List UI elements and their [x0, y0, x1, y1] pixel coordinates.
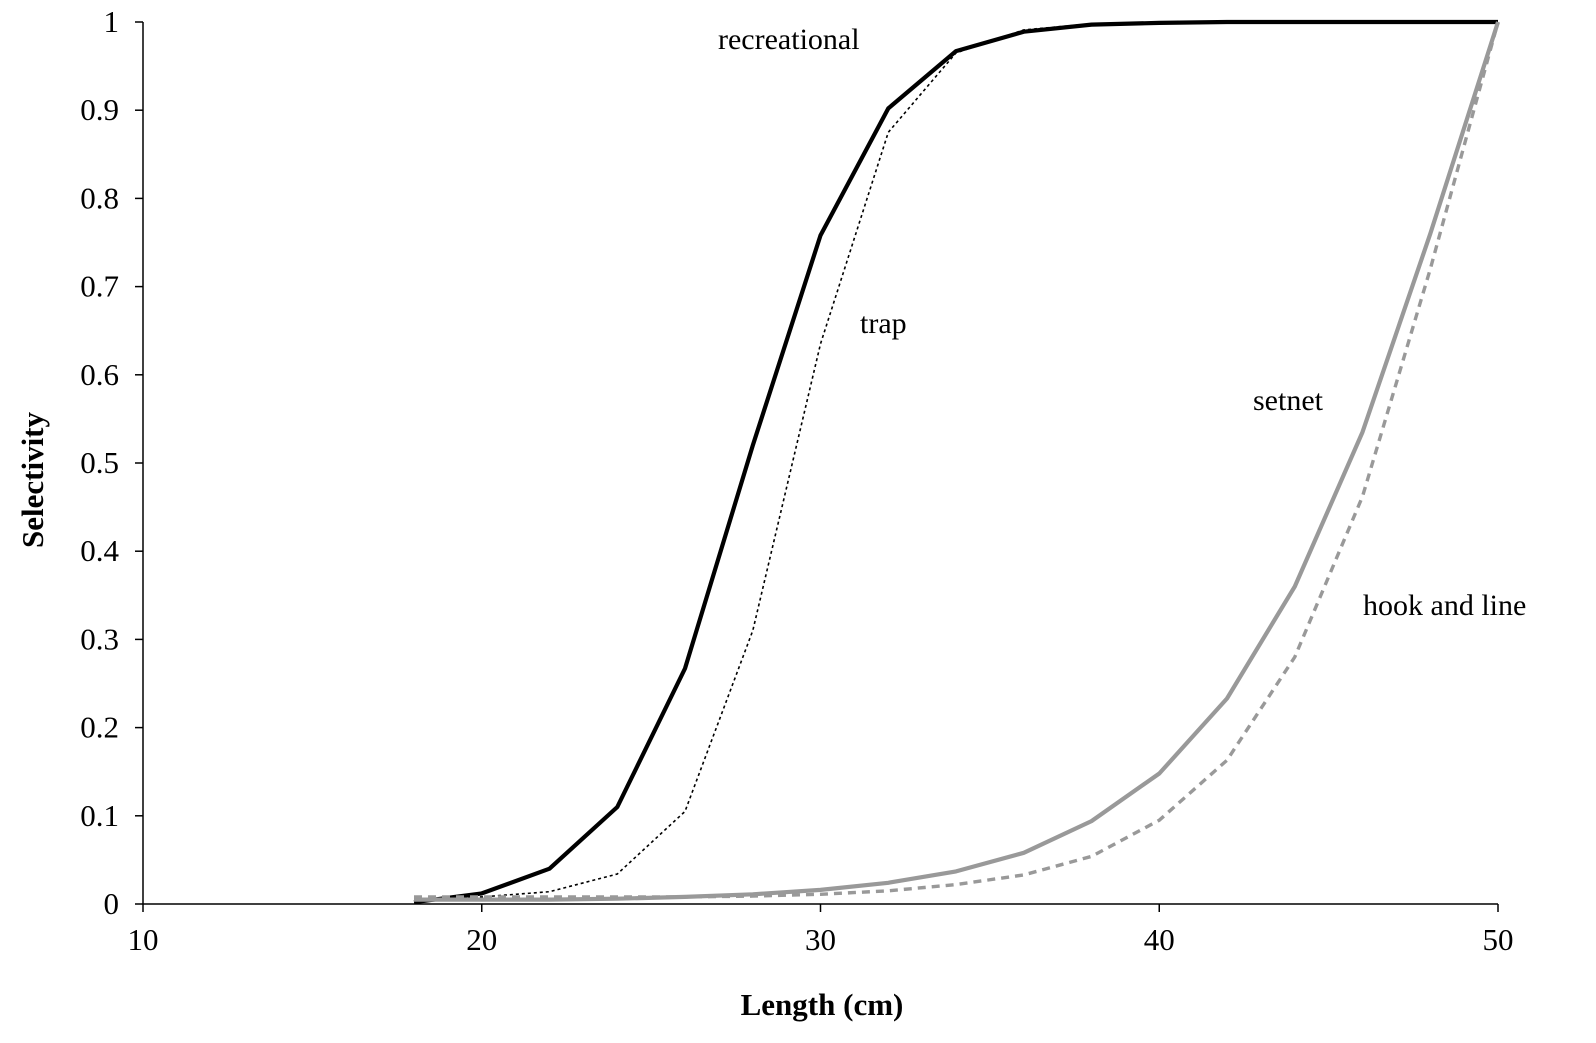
y-tick-label: 0.3: [80, 621, 119, 656]
x-tick-label: 20: [466, 922, 497, 957]
annotation-layer: recreational trap setnet hook and line: [718, 23, 1526, 622]
series-line-setnet: [414, 21, 1501, 902]
label-recreational: recreational: [718, 23, 860, 56]
series-layer: [413, 19, 1501, 905]
label-hook-and-line: hook and line: [1363, 589, 1526, 622]
series-line-recreational: [413, 19, 1498, 905]
x-tick-label: 50: [1483, 922, 1514, 957]
x-tick-label: 40: [1144, 922, 1175, 957]
y-tick-label: 0.1: [80, 798, 119, 833]
series-line-trap: [413, 21, 1498, 901]
y-tick-label: 0.8: [80, 180, 119, 215]
y-tick-label: 0.6: [80, 357, 119, 392]
axes: 0 0.1 0.2 0.3 0.4 0.5 0.6 0.7 0.8 0.9 1 10 20 30 40 50: [80, 4, 1513, 957]
x-tick-label: 30: [805, 922, 836, 957]
y-tick-label: 0: [104, 886, 120, 921]
y-axis-title: Selectivity: [15, 412, 50, 549]
label-setnet: setnet: [1253, 384, 1324, 417]
y-tick-label: 0.5: [80, 445, 119, 480]
x-tick-label: 10: [128, 922, 159, 957]
y-tick-label: 1: [104, 4, 120, 39]
label-trap: trap: [860, 307, 907, 340]
y-tick-label: 0.7: [80, 269, 119, 304]
y-tick-label: 0.4: [80, 533, 119, 568]
y-tick-label: 0.9: [80, 92, 119, 127]
series-line-hook-and-line: [414, 21, 1500, 899]
y-tick-label: 0.2: [80, 710, 119, 745]
x-axis-title: Length (cm): [741, 987, 904, 1022]
